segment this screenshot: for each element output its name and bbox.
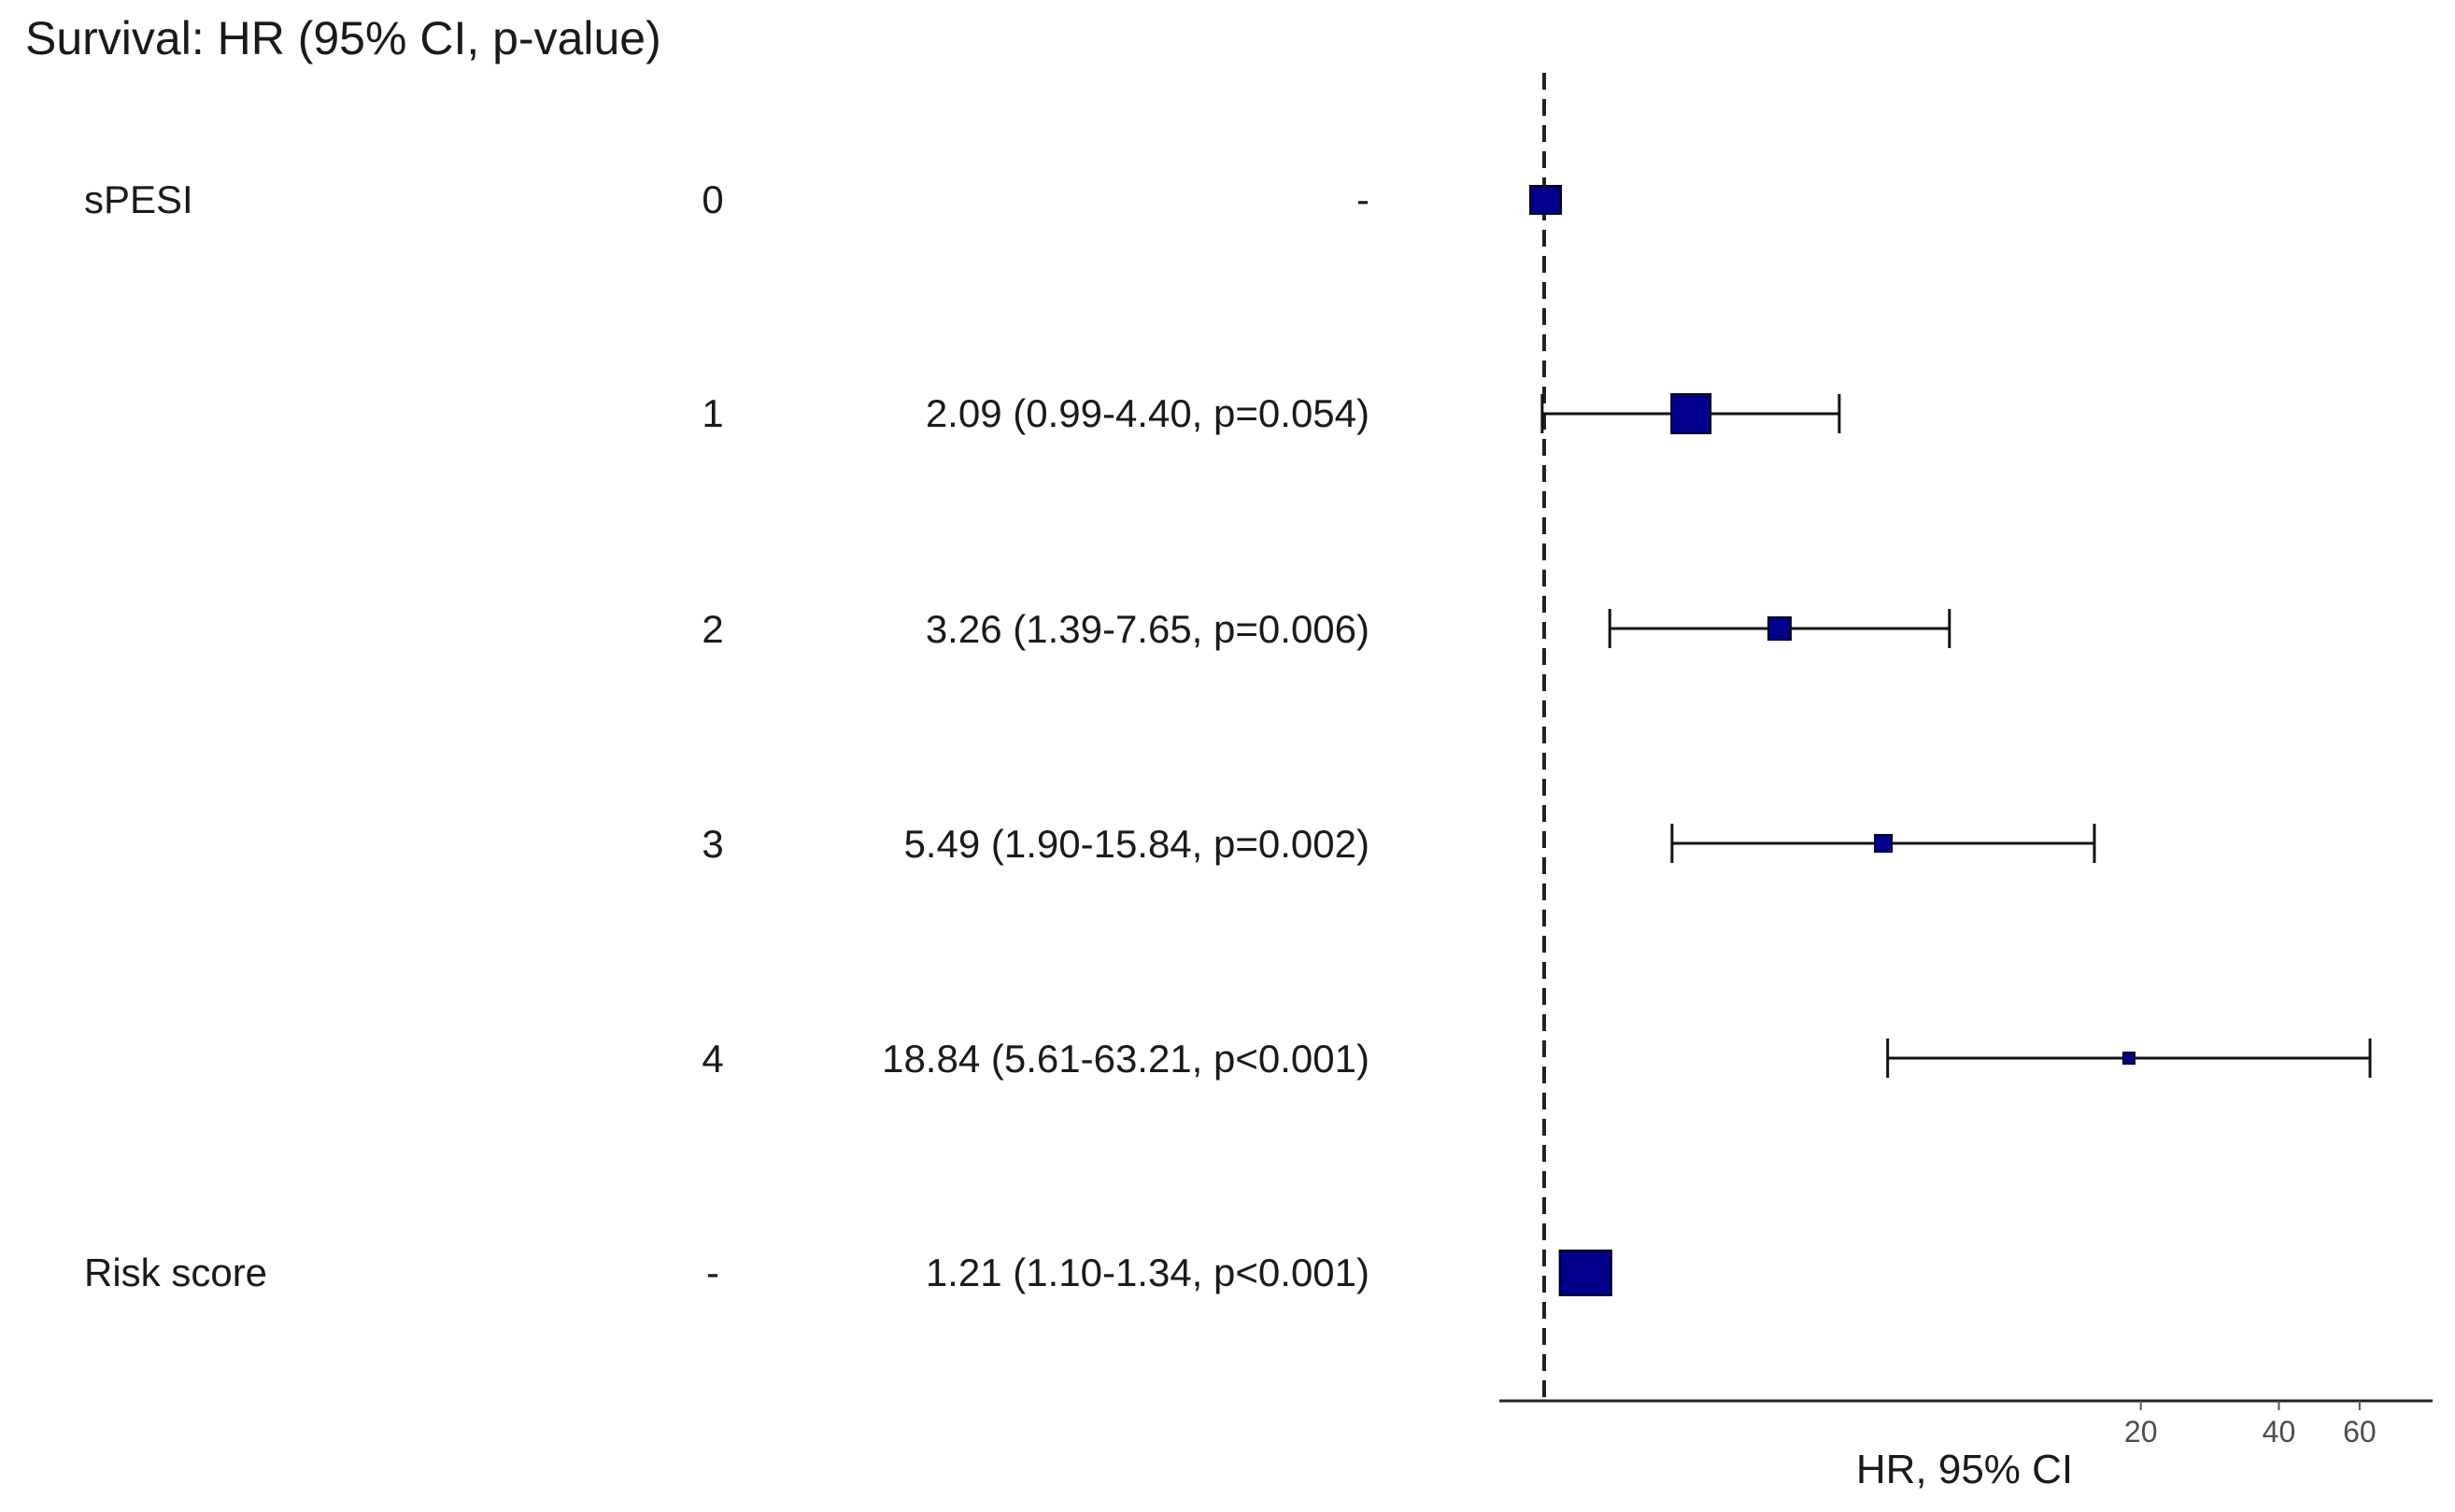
row-estimate-text: 3.26 (1.39-7.65, p=0.006): [926, 607, 1369, 651]
row-variable-label: sPESI: [84, 177, 193, 221]
row-estimate-text: 18.84 (5.61-63.21, p<0.001): [882, 1037, 1369, 1081]
hr-point-marker: [1558, 1250, 1612, 1296]
x-tick-label: 40: [2263, 1415, 2296, 1448]
hr-point-marker: [1767, 616, 1792, 641]
x-axis-ticks: 20 40 60: [2124, 1401, 2377, 1448]
hr-point-marker: [1670, 393, 1712, 434]
row-variable-label: Risk score: [84, 1251, 267, 1294]
hr-point-marker: [2122, 1052, 2136, 1065]
hr-point-marker: [1529, 185, 1562, 215]
plot-marks: [1529, 185, 2372, 1296]
row-level-label: 3: [702, 822, 723, 866]
row-level-label: 2: [702, 607, 723, 651]
row-estimate-text: 5.49 (1.90-15.84, p=0.002): [903, 822, 1369, 866]
row-level-label: 4: [702, 1037, 723, 1081]
x-tick-label: 20: [2124, 1415, 2158, 1448]
chart-title: Survival: HR (95% CI, p-value): [25, 12, 661, 64]
row-level-label: 0: [702, 177, 723, 221]
x-tick-label: 60: [2343, 1415, 2377, 1448]
x-axis-label: HR, 95% CI: [1856, 1447, 2073, 1492]
row-estimate-text: 2.09 (0.99-4.40, p=0.054): [926, 391, 1369, 435]
row-estimate-text: 1.21 (1.10-1.34, p<0.001): [926, 1251, 1369, 1294]
hr-point-marker: [1874, 834, 1894, 853]
table-rows: sPESI 0 - 1 2.09 (0.99-4.40, p=0.054) 2 3.26 (…: [84, 177, 1369, 1294]
row-level-label: 1: [702, 391, 723, 435]
row-estimate-text: -: [1356, 177, 1369, 221]
row-level-label: -: [706, 1251, 719, 1294]
